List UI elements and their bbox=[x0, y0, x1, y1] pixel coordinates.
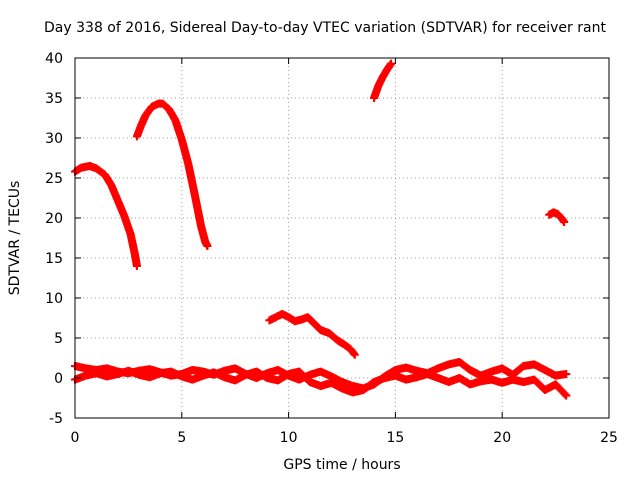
series-arc-3 bbox=[265, 310, 359, 359]
y-tick-label: 5 bbox=[54, 331, 63, 347]
y-tick-label: 15 bbox=[45, 251, 63, 267]
series-arc-2 bbox=[132, 99, 212, 250]
series-trace bbox=[72, 367, 570, 399]
series-arc-5 bbox=[545, 208, 569, 226]
y-tick-label: -5 bbox=[49, 411, 63, 427]
x-tick-label: 0 bbox=[71, 430, 80, 446]
y-tick-label: 0 bbox=[54, 371, 63, 387]
series-baseline-b bbox=[71, 366, 571, 400]
series-arc-1 bbox=[71, 162, 141, 270]
tick-layer: 0 5 10 15 20 25 -5 0 5 10 15 20 25 30 35 40 bbox=[45, 51, 618, 446]
series-arc-4 bbox=[370, 59, 396, 102]
x-tick-label: 10 bbox=[280, 430, 298, 446]
series-trace bbox=[133, 99, 211, 249]
y-tick-label: 30 bbox=[45, 131, 63, 147]
series-trace bbox=[370, 60, 395, 101]
chart-title: Day 338 of 2016, Sidereal Day-to-day VTE… bbox=[44, 20, 606, 36]
x-axis-label: GPS time / hours bbox=[283, 457, 400, 473]
plot-frame bbox=[74, 57, 610, 419]
y-tick-label: 20 bbox=[45, 211, 63, 227]
y-tick-label: 25 bbox=[45, 171, 63, 187]
x-tick-label: 5 bbox=[177, 430, 186, 446]
x-tick-label: 25 bbox=[600, 430, 618, 446]
series-trace bbox=[72, 162, 141, 269]
x-tick-label: 20 bbox=[493, 430, 511, 446]
data-layer bbox=[71, 59, 571, 400]
x-tick-label: 15 bbox=[386, 430, 404, 446]
y-tick-label: 40 bbox=[45, 51, 63, 67]
series-trace bbox=[546, 208, 568, 225]
y-tick-label: 35 bbox=[45, 91, 63, 107]
y-tick-label: 10 bbox=[45, 291, 63, 307]
y-axis-label: SDTVAR / TECUs bbox=[7, 181, 23, 296]
series-trace bbox=[266, 310, 358, 358]
